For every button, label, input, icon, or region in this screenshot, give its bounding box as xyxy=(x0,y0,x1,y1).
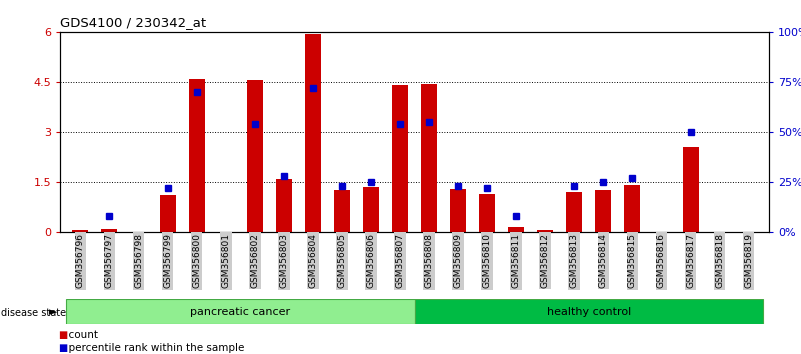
Text: GSM356817: GSM356817 xyxy=(686,233,695,288)
Text: GSM356806: GSM356806 xyxy=(366,233,376,288)
Bar xyxy=(247,80,263,232)
Text: healthy control: healthy control xyxy=(547,307,631,316)
Text: GSM356811: GSM356811 xyxy=(512,233,521,288)
Bar xyxy=(334,190,350,232)
Bar xyxy=(421,84,437,232)
Bar xyxy=(66,299,415,324)
Text: GSM356814: GSM356814 xyxy=(599,233,608,288)
Bar xyxy=(188,79,204,232)
Text: GSM356803: GSM356803 xyxy=(280,233,288,288)
Bar xyxy=(537,230,553,232)
Bar xyxy=(392,85,408,232)
Text: GSM356801: GSM356801 xyxy=(221,233,230,288)
Text: disease state: disease state xyxy=(1,308,66,318)
Bar xyxy=(415,299,763,324)
Text: GSM356796: GSM356796 xyxy=(76,233,85,288)
Text: GSM356810: GSM356810 xyxy=(483,233,492,288)
Text: GSM356812: GSM356812 xyxy=(541,233,549,288)
Text: ■: ■ xyxy=(58,330,68,339)
Bar xyxy=(276,178,292,232)
Text: GSM356799: GSM356799 xyxy=(163,233,172,288)
Bar xyxy=(566,192,582,232)
Text: GSM356807: GSM356807 xyxy=(396,233,405,288)
Text: GSM356802: GSM356802 xyxy=(250,233,260,288)
Text: GDS4100 / 230342_at: GDS4100 / 230342_at xyxy=(60,16,206,29)
Bar xyxy=(450,189,466,232)
Bar xyxy=(625,185,641,232)
Text: GSM356808: GSM356808 xyxy=(425,233,433,288)
Bar xyxy=(102,229,118,232)
Text: GSM356797: GSM356797 xyxy=(105,233,114,288)
Bar xyxy=(72,230,88,232)
Bar xyxy=(508,227,524,232)
Text: GSM356809: GSM356809 xyxy=(453,233,463,288)
Text: percentile rank within the sample: percentile rank within the sample xyxy=(62,343,244,353)
Text: GSM356813: GSM356813 xyxy=(570,233,579,288)
Text: GSM356816: GSM356816 xyxy=(657,233,666,288)
Bar xyxy=(479,194,495,232)
Bar xyxy=(595,190,611,232)
Bar xyxy=(305,34,321,232)
Text: GSM356798: GSM356798 xyxy=(134,233,143,288)
Text: GSM356818: GSM356818 xyxy=(715,233,724,288)
Bar xyxy=(682,147,698,232)
Text: GSM356805: GSM356805 xyxy=(337,233,346,288)
Text: ■: ■ xyxy=(58,343,68,353)
Bar xyxy=(363,187,379,232)
Text: count: count xyxy=(62,330,98,339)
Text: GSM356800: GSM356800 xyxy=(192,233,201,288)
Text: GSM356819: GSM356819 xyxy=(744,233,753,288)
Text: ►: ► xyxy=(49,308,57,318)
Text: GSM356815: GSM356815 xyxy=(628,233,637,288)
Text: pancreatic cancer: pancreatic cancer xyxy=(190,307,290,316)
Text: GSM356804: GSM356804 xyxy=(308,233,317,288)
Bar xyxy=(159,195,175,232)
